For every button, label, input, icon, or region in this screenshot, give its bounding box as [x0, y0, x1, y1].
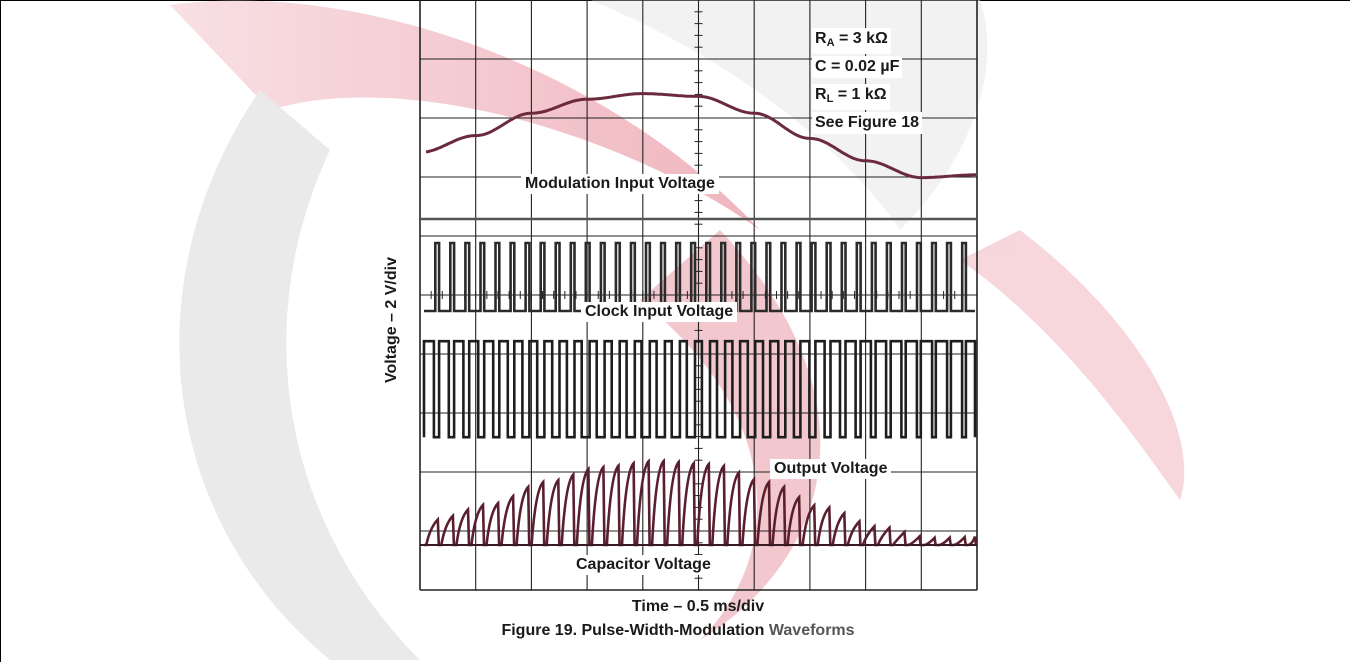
param-c-symbol: C	[815, 58, 827, 75]
caption-prefix: Figure 19. Pulse-Width-Modulation	[501, 622, 765, 639]
y-axis-label: Voltage – 2 V/div	[383, 257, 400, 383]
param-c: C = 0.02 µF	[812, 56, 903, 78]
param-rl-value: = 1 kΩ	[833, 86, 887, 103]
caption-suffix: Waveforms	[768, 622, 855, 639]
param-ra-subscript: A	[826, 37, 835, 49]
x-axis-label: Time – 0.5 ms/div	[631, 598, 765, 615]
figure-caption: Figure 19. Pulse-Width-Modulation Wavefo…	[501, 622, 854, 640]
param-rl: RL = 1 kΩ	[812, 84, 890, 110]
param-see-figure: See Figure 18	[812, 112, 923, 134]
trace-modulation-input-voltage	[425, 92, 976, 180]
param-see-figure-value: See Figure 18	[815, 114, 920, 131]
param-ra: RA = 3 kΩ	[812, 28, 891, 54]
trace-capacitor-voltage	[424, 457, 978, 547]
waveform-traces	[420, 92, 978, 547]
param-ra-value: = 3 kΩ	[834, 30, 888, 47]
param-c-value: = 0.02 µF	[826, 58, 900, 75]
trace-output-voltage	[422, 339, 977, 439]
label-capacitor-voltage: Capacitor Voltage	[572, 555, 715, 575]
param-rl-subscript: L	[826, 93, 834, 105]
param-ra-symbol: R	[815, 30, 827, 47]
param-rl-symbol: R	[815, 86, 827, 103]
label-clock-input-voltage: Clock Input Voltage	[581, 302, 738, 322]
label-modulation-input-voltage: Modulation Input Voltage	[521, 174, 719, 194]
label-output-voltage: Output Voltage	[770, 459, 892, 479]
